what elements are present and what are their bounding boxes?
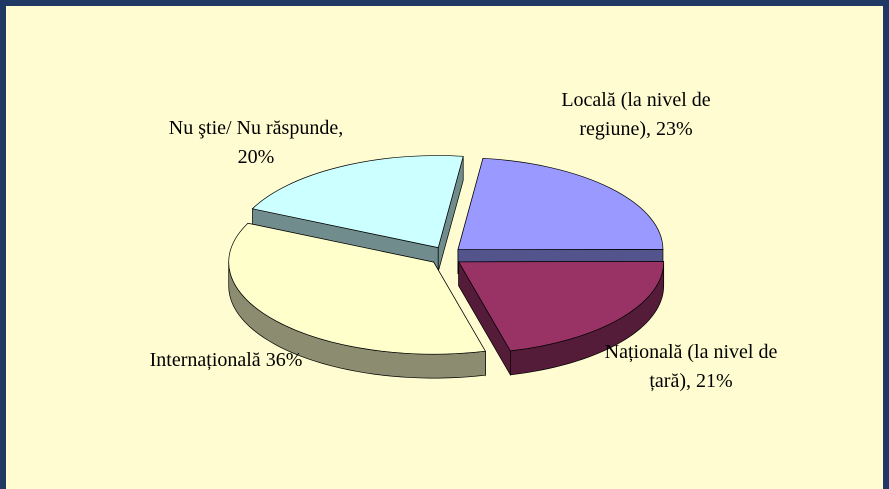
- value-label: 21%: [695, 370, 733, 392]
- slice: [458, 261, 665, 352]
- category-label: Nu ştie/ Nu răspunde,: [168, 117, 344, 139]
- pie-chart: [228, 155, 665, 379]
- slice: [228, 222, 486, 355]
- value-label: 20%: [237, 146, 275, 168]
- category-label: Națională (la nivel de țară),: [604, 341, 778, 392]
- category-label: Internațională: [149, 349, 261, 371]
- slice-label: Locală (la nivel de regiune), 23%: [541, 86, 731, 144]
- value-label: 36%: [265, 349, 303, 371]
- slice-label: Nu ştie/ Nu răspunde, 20%: [156, 114, 356, 172]
- slice: [251, 155, 464, 249]
- slice-label: Internațională 36%: [126, 346, 326, 375]
- slice-label: Națională (la nivel de țară), 21%: [596, 338, 786, 396]
- category-label: Locală (la nivel de regiune),: [561, 89, 711, 140]
- value-label: 23%: [655, 118, 693, 140]
- slice: [457, 157, 664, 250]
